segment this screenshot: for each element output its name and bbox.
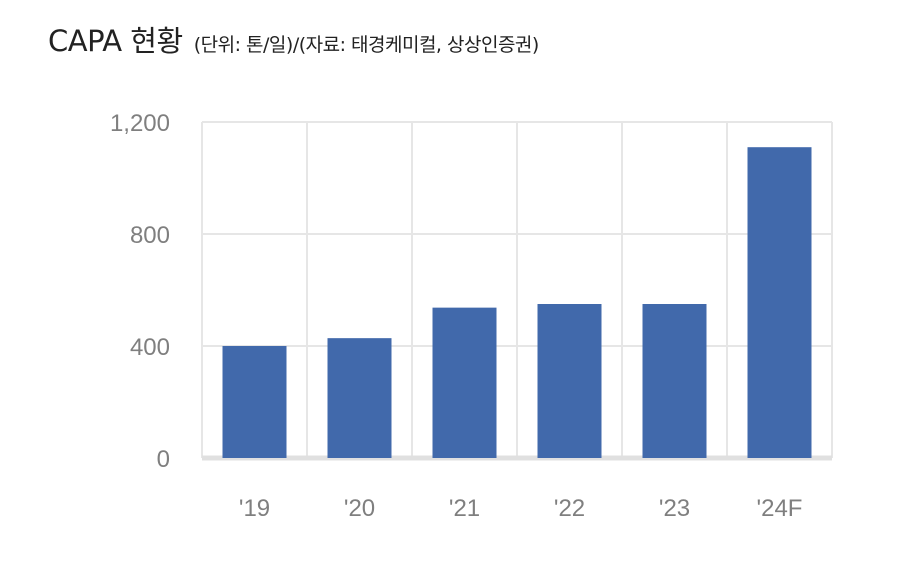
chart-subtitle: (단위: 톤/일)/(자료: 태경케미컬, 상상인증권) — [193, 34, 540, 56]
x-tick-label: '20 — [344, 495, 375, 522]
y-tick-label: 0 — [157, 446, 170, 473]
y-tick-label: 1,200 — [110, 110, 170, 137]
bar — [432, 307, 497, 458]
chart-title-row: CAPA 현황 (단위: 톤/일)/(자료: 태경케미컬, 상상인증권) — [48, 18, 539, 60]
y-axis-ticks: 0 400 800 1,200 — [110, 110, 170, 473]
bar — [537, 304, 602, 458]
bar — [222, 346, 287, 458]
bar — [642, 304, 707, 458]
bar — [747, 147, 812, 458]
x-tick-label: '22 — [554, 495, 585, 522]
x-axis-ticks: '19 '20 '21 '22 '23 '24F — [239, 495, 803, 522]
x-tick-label: '19 — [239, 495, 270, 522]
bars — [222, 147, 812, 458]
y-tick-label: 400 — [130, 334, 170, 361]
x-tick-label: '24F — [757, 495, 803, 522]
gridlines — [201, 121, 833, 461]
chart-title: CAPA 현황 — [48, 24, 183, 58]
bar — [327, 338, 392, 458]
y-tick-label: 800 — [130, 222, 170, 249]
x-tick-label: '23 — [659, 495, 690, 522]
x-tick-label: '21 — [449, 495, 480, 522]
